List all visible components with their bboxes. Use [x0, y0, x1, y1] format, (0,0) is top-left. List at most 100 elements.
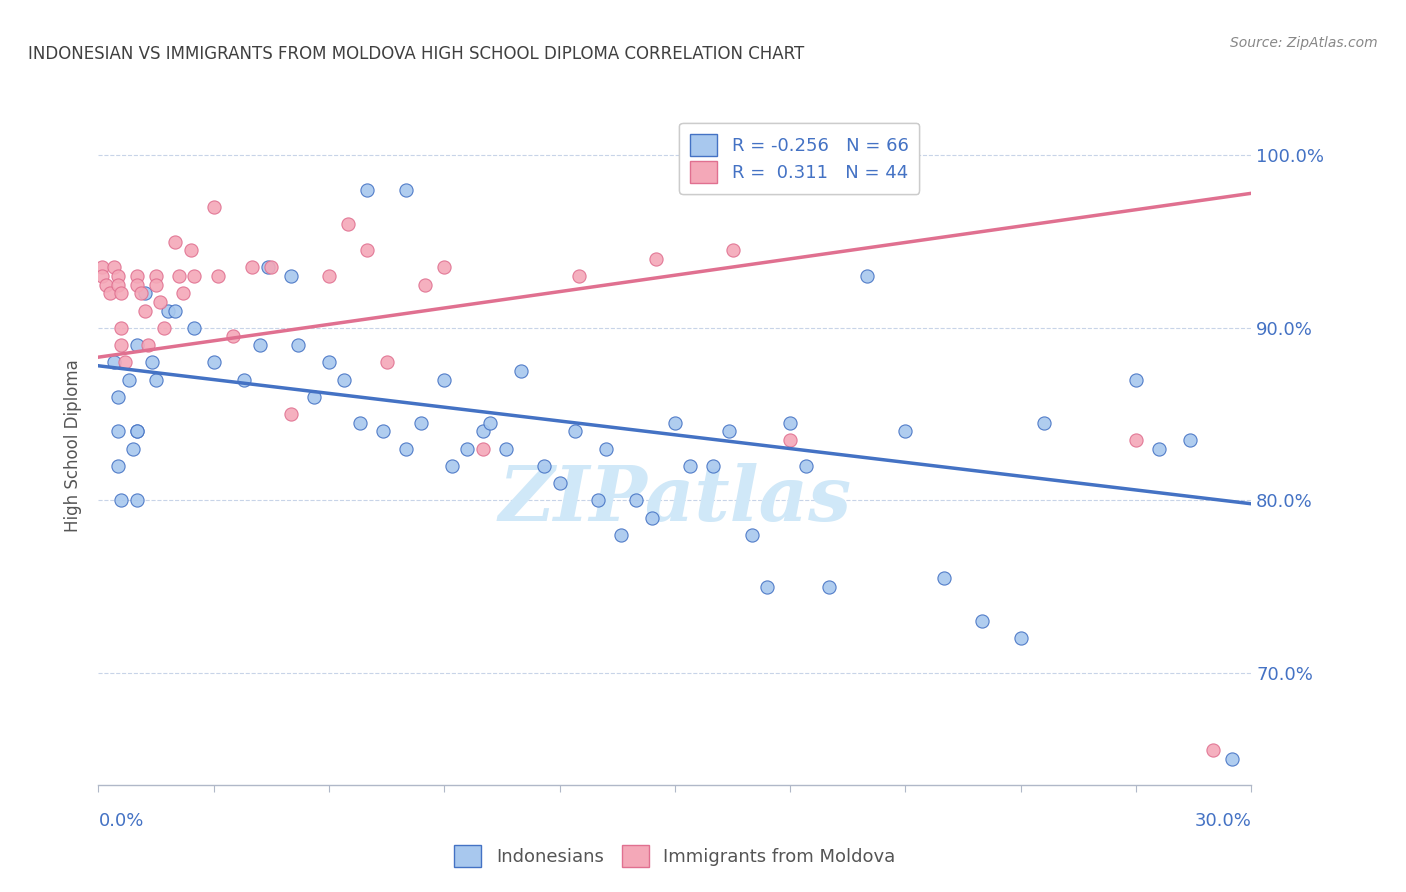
Point — [94, 277, 117, 292]
Point — [664, 416, 686, 430]
Point — [371, 425, 394, 439]
Point — [717, 425, 740, 439]
Point — [411, 416, 433, 430]
Point — [152, 321, 174, 335]
Point — [149, 295, 172, 310]
Point — [333, 373, 356, 387]
Point — [433, 260, 456, 275]
Point — [1010, 632, 1032, 646]
Point — [110, 338, 132, 352]
Point — [165, 303, 187, 318]
Point — [134, 286, 156, 301]
Point — [165, 235, 187, 249]
Point — [318, 269, 340, 284]
Point — [395, 442, 418, 456]
Point — [548, 476, 571, 491]
Point — [103, 355, 125, 369]
Point — [495, 442, 517, 456]
Point — [972, 614, 994, 628]
Point — [679, 458, 702, 473]
Text: INDONESIAN VS IMMIGRANTS FROM MOLDOVA HIGH SCHOOL DIPLOMA CORRELATION CHART: INDONESIAN VS IMMIGRANTS FROM MOLDOVA HI… — [28, 45, 804, 62]
Point — [721, 244, 744, 258]
Point — [356, 183, 378, 197]
Legend: Indonesians, Immigrants from Moldova: Indonesians, Immigrants from Moldova — [447, 838, 903, 874]
Point — [568, 269, 591, 284]
Point — [167, 269, 190, 284]
Point — [118, 373, 141, 387]
Point — [107, 277, 129, 292]
Point — [356, 244, 378, 258]
Point — [932, 571, 955, 585]
Point — [125, 425, 148, 439]
Point — [794, 458, 817, 473]
Point — [207, 269, 229, 284]
Point — [110, 321, 132, 335]
Point — [122, 442, 145, 456]
Point — [644, 252, 666, 266]
Point — [1125, 433, 1147, 447]
Legend: R = -0.256   N = 66, R =  0.311   N = 44: R = -0.256 N = 66, R = 0.311 N = 44 — [679, 123, 920, 194]
Point — [145, 277, 167, 292]
Point — [125, 425, 148, 439]
Point — [702, 458, 724, 473]
Point — [138, 338, 160, 352]
Point — [110, 286, 132, 301]
Point — [433, 373, 456, 387]
Point — [240, 260, 263, 275]
Point — [107, 458, 129, 473]
Point — [107, 425, 129, 439]
Point — [183, 269, 205, 284]
Point — [779, 433, 801, 447]
Point — [349, 416, 371, 430]
Point — [107, 390, 129, 404]
Point — [856, 269, 879, 284]
Point — [125, 269, 148, 284]
Point — [172, 286, 194, 301]
Point — [110, 493, 132, 508]
Y-axis label: High School Diploma: High School Diploma — [65, 359, 83, 533]
Text: 30.0%: 30.0% — [1195, 812, 1251, 830]
Point — [114, 355, 136, 369]
Point — [91, 269, 114, 284]
Point — [641, 510, 664, 524]
Point — [129, 286, 152, 301]
Point — [610, 528, 633, 542]
Point — [222, 329, 245, 343]
Point — [202, 355, 225, 369]
Point — [413, 277, 436, 292]
Point — [395, 183, 418, 197]
Point — [125, 277, 148, 292]
Point — [894, 425, 917, 439]
Point — [779, 416, 801, 430]
Point — [586, 493, 609, 508]
Point — [145, 373, 167, 387]
Point — [1220, 752, 1243, 766]
Point — [440, 458, 463, 473]
Point — [156, 303, 179, 318]
Point — [1178, 433, 1201, 447]
Point — [564, 425, 586, 439]
Point — [233, 373, 256, 387]
Point — [817, 580, 839, 594]
Point — [318, 355, 340, 369]
Point — [1032, 416, 1054, 430]
Point — [107, 269, 129, 284]
Point — [471, 425, 494, 439]
Point — [456, 442, 478, 456]
Point — [510, 364, 533, 378]
Point — [595, 442, 617, 456]
Point — [287, 338, 309, 352]
Point — [249, 338, 271, 352]
Point — [103, 260, 125, 275]
Point — [145, 269, 167, 284]
Point — [471, 442, 494, 456]
Point — [202, 200, 225, 214]
Point — [260, 260, 283, 275]
Point — [280, 269, 302, 284]
Text: 0.0%: 0.0% — [98, 812, 143, 830]
Point — [125, 338, 148, 352]
Point — [91, 260, 114, 275]
Point — [125, 493, 148, 508]
Point — [98, 286, 121, 301]
Text: Source: ZipAtlas.com: Source: ZipAtlas.com — [1230, 36, 1378, 50]
